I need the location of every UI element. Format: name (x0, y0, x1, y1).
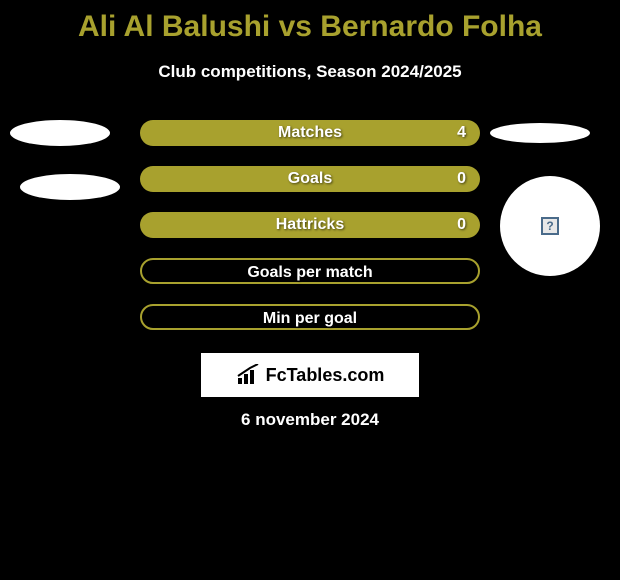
stat-bar-value: 4 (457, 120, 466, 146)
stat-bars: Matches4Goals0Hattricks0Goals per matchM… (140, 120, 480, 350)
stat-bar-label: Min per goal (142, 306, 478, 332)
subtitle: Club competitions, Season 2024/2025 (0, 62, 620, 82)
stat-bar-value: 0 (457, 166, 466, 192)
stat-bar-label: Goals per match (142, 260, 478, 286)
page-title: Ali Al Balushi vs Bernardo Folha (0, 0, 620, 44)
decor-ellipse (10, 120, 110, 146)
decor-ellipse (490, 123, 590, 143)
stat-bar: Min per goal (140, 304, 480, 330)
stat-bar: Goals0 (140, 166, 480, 192)
brand-text: FcTables.com (266, 365, 385, 386)
date-label: 6 november 2024 (0, 410, 620, 430)
question-icon: ? (541, 217, 559, 235)
stat-bar: Hattricks0 (140, 212, 480, 238)
stat-bar: Matches4 (140, 120, 480, 146)
stat-bar: Goals per match (140, 258, 480, 284)
stat-bar-label: Matches (140, 120, 480, 146)
player-avatar-placeholder: ? (500, 176, 600, 276)
stat-bar-value: 0 (457, 212, 466, 238)
brand-chart-icon (236, 364, 262, 386)
stat-bar-label: Hattricks (140, 212, 480, 238)
decor-ellipse (20, 174, 120, 200)
brand-badge: FcTables.com (201, 353, 419, 397)
stat-bar-label: Goals (140, 166, 480, 192)
